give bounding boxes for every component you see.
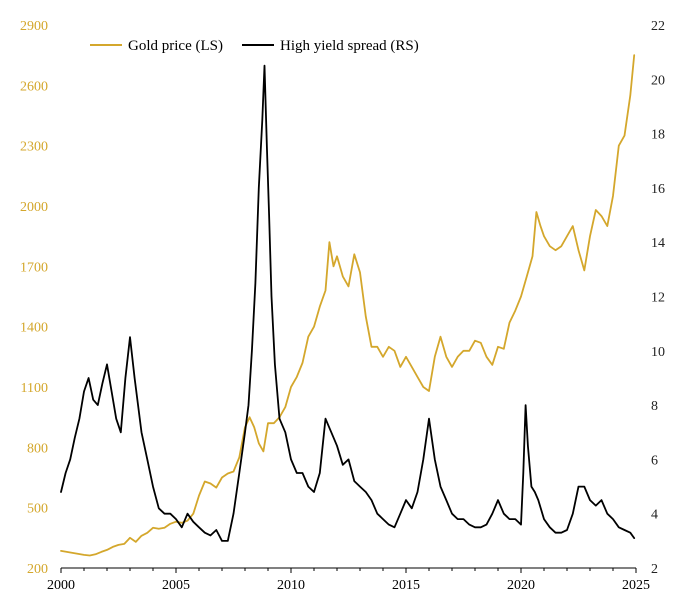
y-right-tick-label: 22 — [651, 19, 665, 34]
legend: Gold price (LS) High yield spread (RS) — [90, 38, 419, 54]
axes-layer: 2000 2005 2010 2015 2020 20252005008001100140… — [20, 19, 665, 593]
x-tick-label: 2005 — [162, 578, 190, 593]
x-tick-label: 2015 — [392, 578, 420, 593]
y-left-tick-label: 1100 — [21, 381, 48, 396]
y-left-tick-label: 2900 — [20, 19, 48, 34]
y-left-tick-label: 2000 — [20, 200, 48, 215]
y-left-tick-label: 2600 — [20, 79, 48, 94]
y-left-tick-label: 1400 — [20, 321, 48, 336]
y-right-tick-label: 18 — [651, 128, 665, 143]
x-tick-label: 2025 — [622, 578, 650, 593]
y-right-tick-label: 10 — [651, 345, 665, 360]
gold-price-line — [60, 54, 636, 557]
y-right-tick-label: 20 — [651, 73, 665, 88]
y-right-tick-label: 2 — [651, 562, 658, 577]
y-right-tick-label: 6 — [651, 453, 658, 468]
y-left-tick-label: 1700 — [20, 260, 48, 275]
x-tick-label: 2010 — [277, 578, 305, 593]
y-right-tick-label: 16 — [651, 182, 665, 197]
y-left-tick-label: 200 — [27, 562, 48, 577]
x-tick-label: 2020 — [507, 578, 535, 593]
y-left-tick-label: 500 — [27, 502, 48, 517]
y-left-tick-label: 800 — [27, 441, 48, 456]
legend-label-spread: High yield spread (RS) — [280, 38, 419, 54]
y-right-tick-label: 8 — [651, 399, 658, 414]
high-yield-spread-line — [60, 64, 636, 542]
legend-label-gold: Gold price (LS) — [128, 38, 223, 54]
x-tick-label: 2000 — [47, 578, 75, 593]
y-right-tick-label: 12 — [651, 291, 665, 306]
y-right-tick-label: 14 — [651, 236, 665, 251]
y-right-tick-label: 4 — [651, 508, 658, 523]
y-left-tick-label: 2300 — [20, 140, 48, 155]
series-layer — [60, 54, 636, 557]
